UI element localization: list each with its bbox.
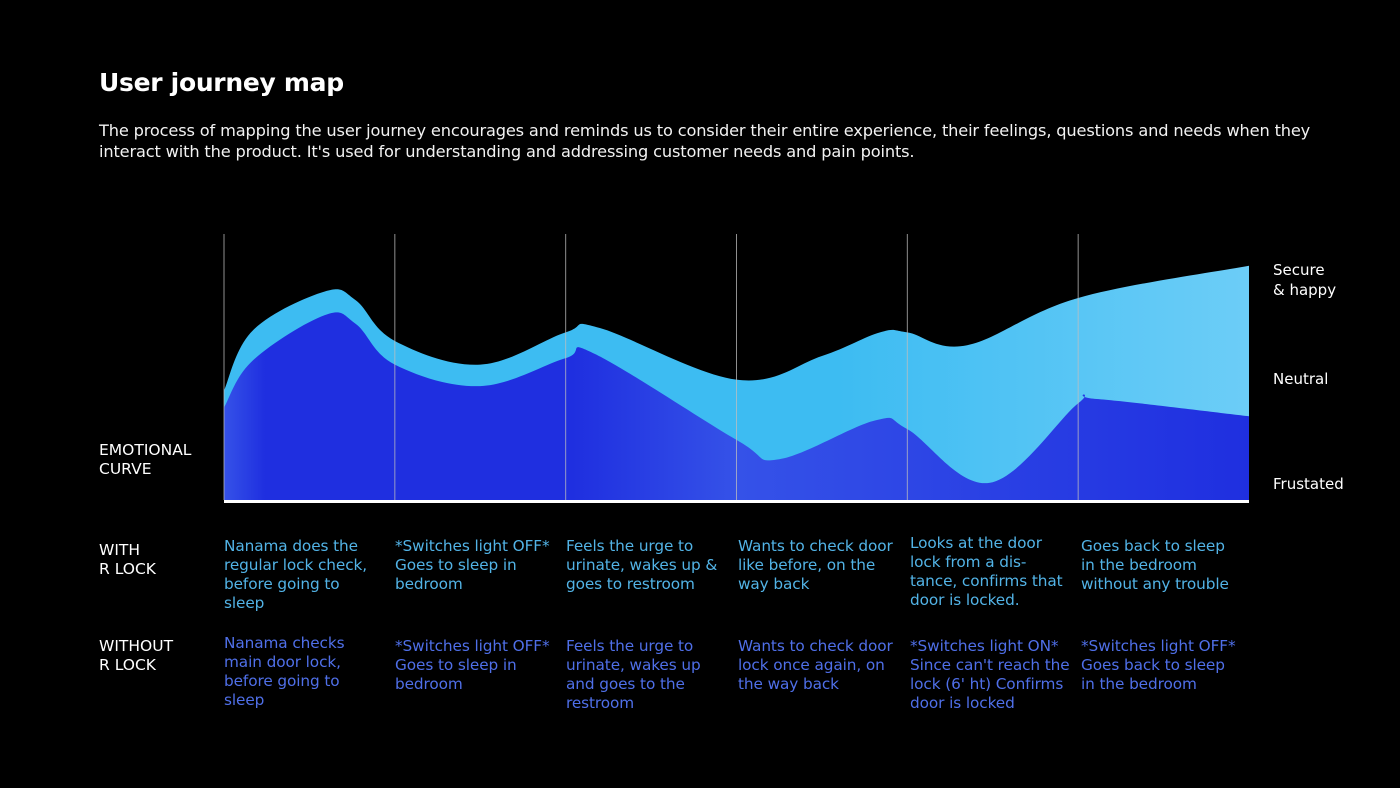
chart-baseline bbox=[224, 500, 1249, 503]
page-description: The process of mapping the user journey … bbox=[99, 121, 1311, 161]
area-without-r-lock bbox=[224, 312, 1249, 500]
without-r-lock-step: *Switches light OFF* Goes back to sleep … bbox=[1081, 637, 1236, 693]
with-r-lock-step: Goes back to sleep in the bedroom withou… bbox=[1081, 537, 1229, 593]
scale-label-neutral: Neutral bbox=[1273, 370, 1329, 388]
without-r-lock-step: Nanama checks main door lock, before goi… bbox=[224, 634, 345, 709]
with-r-lock-step: *Switches light OFF* Goes to sleep in be… bbox=[395, 537, 550, 593]
scale-label-frustated: Frustated bbox=[1273, 475, 1344, 493]
without-r-lock-step: *Switches light ON* Since can't reach th… bbox=[910, 637, 1070, 712]
without-r-lock-step: Wants to check door lock once again, on … bbox=[738, 637, 893, 693]
row-label-with-r-lock: WITH R LOCK bbox=[99, 541, 156, 578]
without-r-lock-step: *Switches light OFF* Goes to sleep in be… bbox=[395, 637, 550, 693]
without-r-lock-step: Feels the urge to urinate, wakes up and … bbox=[566, 637, 701, 712]
row-label-without-r-lock: WITHOUT R LOCK bbox=[99, 637, 174, 674]
with-r-lock-step: Looks at the door lock from a dis-tance,… bbox=[910, 534, 1063, 609]
scale-label-secure-happy: Secure & happy bbox=[1273, 261, 1337, 299]
with-r-lock-step: Feels the urge to urinate, wakes up & go… bbox=[566, 537, 718, 593]
with-r-lock-step: Nanama does the regular lock check, befo… bbox=[224, 537, 368, 612]
row-label-emotional-curve: EMOTIONAL CURVE bbox=[99, 441, 192, 478]
page-title: User journey map bbox=[99, 68, 344, 97]
with-r-lock-step: Wants to check door like before, on the … bbox=[738, 537, 893, 593]
